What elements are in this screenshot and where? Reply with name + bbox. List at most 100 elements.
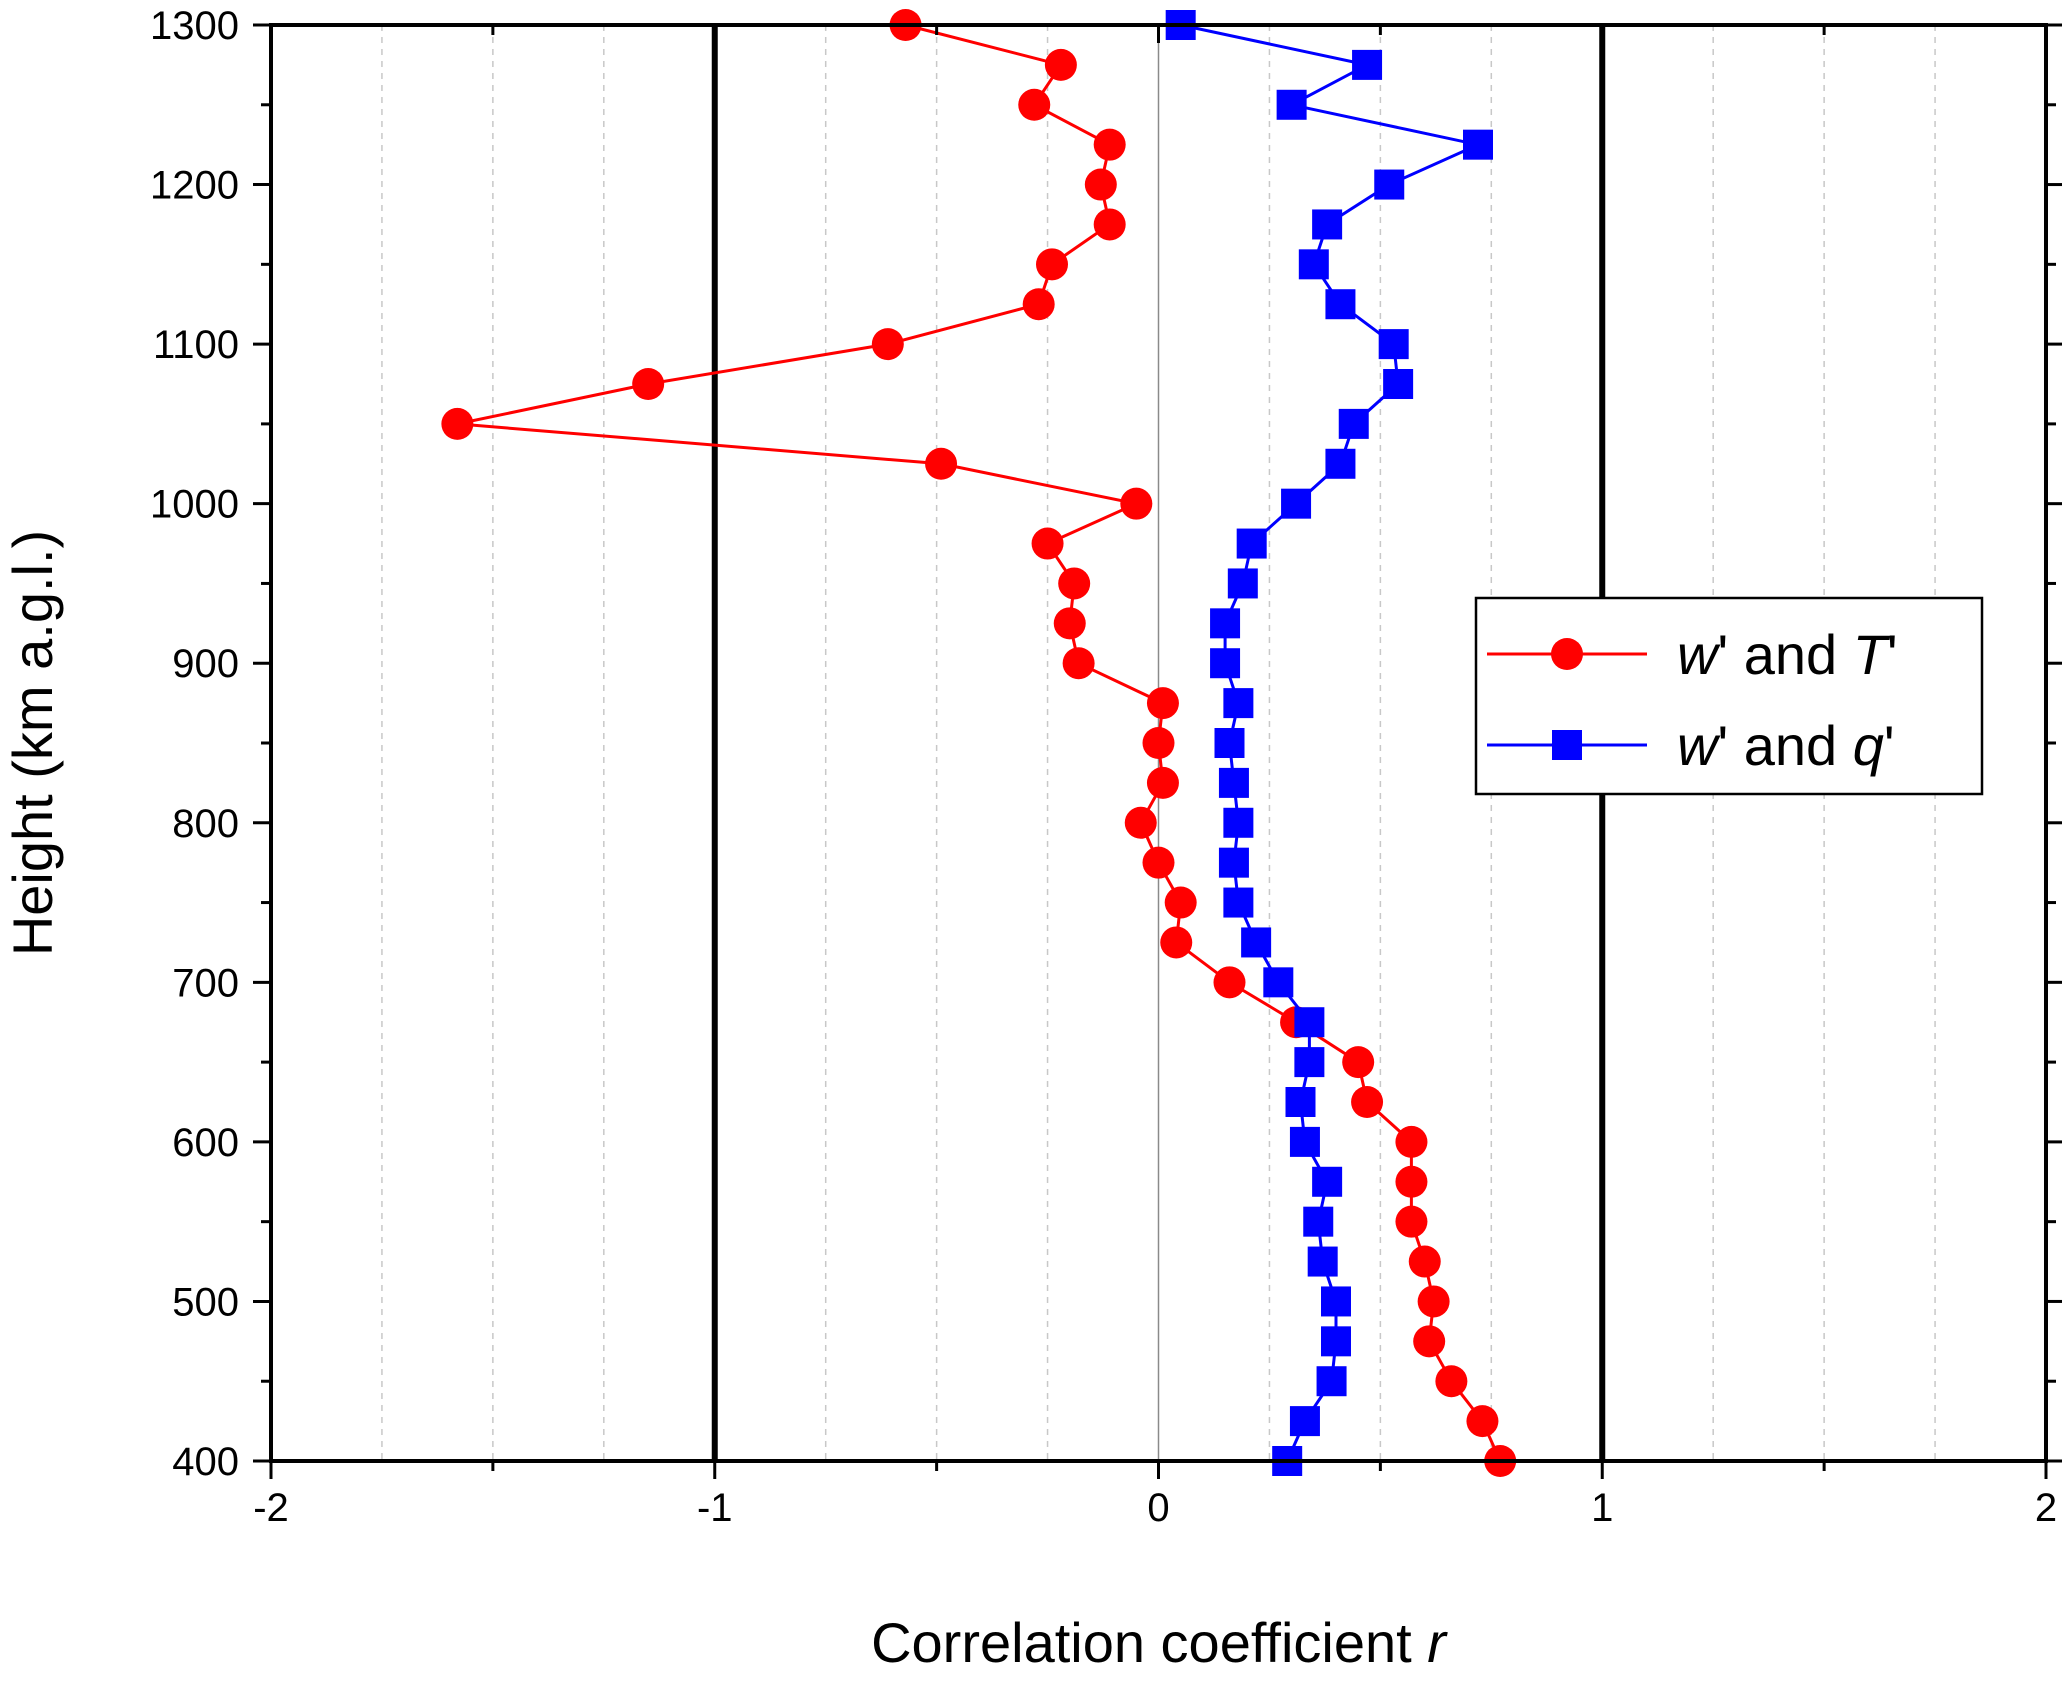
data-point: [1312, 209, 1343, 240]
data-point: [1307, 1246, 1338, 1277]
data-point: [1223, 688, 1254, 719]
legend-swatch-marker: [1552, 730, 1582, 760]
data-point: [1351, 1086, 1384, 1118]
data-point: [1321, 1326, 1351, 1357]
legend-swatch-marker: [1551, 638, 1583, 670]
data-point: [1036, 248, 1068, 281]
data-point: [1053, 607, 1086, 640]
x-axis-title: Correlation coefficient r: [871, 1611, 1448, 1674]
data-point: [1241, 927, 1272, 958]
x-tick-label: -2: [253, 1486, 289, 1530]
data-point: [1210, 608, 1241, 639]
data-point: [1294, 1007, 1325, 1038]
data-point: [1263, 967, 1294, 998]
axis-ticks: -2 -1 0 1 2 400 500 600 700 800 900 1000 1100 1200 130…: [150, 4, 2062, 1530]
y-tick-label: 400: [172, 1440, 239, 1484]
y-tick-label: 800: [172, 802, 239, 846]
data-point: [1294, 1047, 1325, 1078]
y-tick-label: 700: [172, 961, 239, 1005]
series-line: [457, 23, 1502, 1462]
data-point: [1022, 288, 1055, 321]
data-point: [1289, 1126, 1320, 1157]
data-point: [1093, 208, 1126, 241]
data-point: [1058, 567, 1091, 600]
data-point: [1289, 1406, 1320, 1437]
data-point: [1084, 168, 1117, 201]
legend-label-w-q: w' and q': [1677, 714, 1895, 777]
y-tick-label: 1100: [153, 323, 239, 367]
data-point: [1395, 1205, 1428, 1238]
legend-item-w-T: w' and T': [1487, 623, 1898, 686]
y-axis-title: Height (km a.g.l.): [1, 530, 64, 956]
legend-item-w-q: w' and q': [1487, 714, 1895, 777]
data-point: [1164, 886, 1197, 919]
data-point: [1146, 687, 1179, 720]
data-point: [1142, 846, 1175, 879]
data-point: [1395, 1165, 1428, 1198]
data-point: [1223, 807, 1254, 838]
data-point: [1044, 48, 1077, 81]
data-point: [1120, 487, 1153, 520]
data-point: [1223, 887, 1254, 918]
data-point: [1218, 767, 1249, 798]
data-point: [1146, 766, 1179, 799]
series-0: [441, 9, 1517, 1477]
data-point: [1378, 329, 1409, 360]
data-point: [441, 407, 474, 440]
series-layer: [441, 9, 1517, 1477]
data-point: [1417, 1285, 1450, 1318]
data-point: [1312, 1166, 1343, 1197]
legend-box: [1474, 596, 1984, 796]
data-point: [1218, 847, 1249, 878]
data-point: [1463, 129, 1493, 160]
data-point: [1214, 728, 1245, 758]
y-tick-label: 900: [172, 642, 239, 686]
data-point: [1062, 647, 1095, 680]
data-point: [1124, 806, 1157, 839]
data-point: [871, 328, 904, 361]
data-point: [1276, 89, 1307, 120]
legend-label-w-T: w' and T': [1677, 623, 1898, 686]
data-point: [1325, 289, 1356, 320]
y-tick-label: 1300: [150, 4, 239, 48]
data-point: [1298, 249, 1329, 280]
x-tick-label: 1: [1591, 1486, 1613, 1530]
data-point: [1325, 448, 1356, 479]
data-point: [1093, 128, 1126, 161]
x-tick-label: 0: [1147, 1486, 1169, 1530]
data-point: [1408, 1245, 1441, 1278]
data-point: [1383, 369, 1414, 399]
y-tick-label: 500: [172, 1280, 239, 1324]
series-1: [1165, 10, 1493, 1476]
data-point: [1285, 1087, 1316, 1117]
y-tick-label: 600: [172, 1121, 239, 1165]
data-point: [1316, 1366, 1347, 1397]
data-point: [1227, 568, 1258, 599]
legend: w' and T' w' and q': [1474, 596, 1984, 796]
x-tick-label: 2: [2035, 1486, 2057, 1530]
data-point: [1213, 966, 1246, 999]
data-point: [1374, 169, 1405, 200]
data-point: [632, 368, 665, 400]
data-point: [1321, 1286, 1351, 1317]
data-point: [1236, 528, 1267, 559]
data-point: [1018, 88, 1051, 121]
data-point: [1303, 1206, 1334, 1237]
data-point: [1413, 1325, 1446, 1358]
data-point: [1338, 408, 1369, 439]
data-point: [1435, 1365, 1468, 1398]
data-point: [1352, 49, 1383, 80]
y-tick-label: 1000: [150, 483, 239, 527]
data-point: [1160, 926, 1193, 959]
x-tick-label: -1: [697, 1486, 733, 1530]
data-point: [1395, 1125, 1428, 1158]
data-point: [1031, 527, 1064, 560]
data-point: [1142, 727, 1175, 759]
data-point: [925, 447, 958, 480]
y-tick-label: 1200: [150, 164, 239, 208]
data-point: [1210, 648, 1241, 679]
data-point: [1281, 488, 1312, 519]
data-point: [1466, 1405, 1499, 1438]
data-point: [1342, 1046, 1375, 1079]
